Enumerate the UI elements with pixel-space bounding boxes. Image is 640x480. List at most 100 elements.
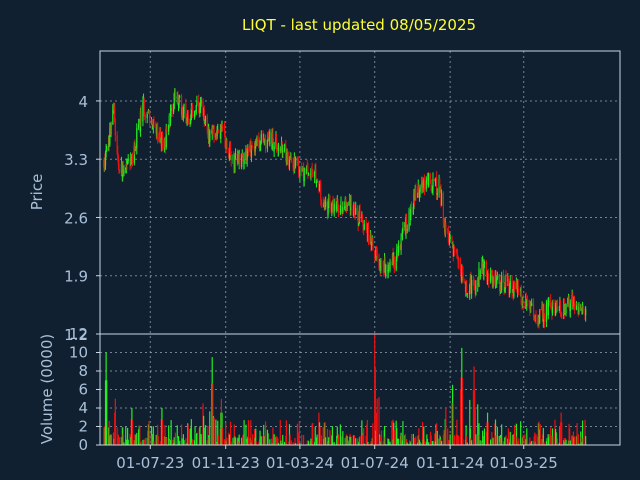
price-candle-body [474,283,476,287]
price-candle-body [453,246,455,257]
price-candle-body [199,103,202,109]
price-candle-body [577,309,579,313]
price-candle-body [535,316,537,321]
price-candle-body [348,202,350,205]
price-candle-body [509,281,511,289]
price-candle-body [346,204,348,207]
price-candle-body [574,299,576,310]
price-candle-body [190,107,192,121]
price-candle-body [545,304,548,322]
price-candle-body [556,304,558,306]
price-candle-body [331,202,333,212]
price-candle-body [444,224,446,233]
volume-tick-label: 8 [78,362,88,380]
price-candle-body [538,316,540,323]
price-candle-body [471,280,473,294]
price-candle-body [219,129,221,139]
price-candle-body [191,107,193,109]
price-candle-body [136,128,138,148]
price-candle-body [271,133,273,149]
price-candle-body [581,305,584,309]
price-candle-body [558,309,560,311]
price-candle-body [307,165,309,176]
price-candle-body [123,169,125,174]
price-candle-body [307,174,310,176]
price-candle-body [223,126,226,134]
price-candle-body [474,286,476,294]
price-candle-body [434,178,436,181]
price-candle-body [316,181,318,183]
price-candle-body [315,182,318,184]
x-tick-label: 01-11-23 [192,454,260,472]
price-candle-body [498,276,500,278]
price-candle-body [328,198,330,203]
price-candle-body [410,206,413,214]
price-candle-body [139,122,141,131]
price-candle-body [256,138,258,146]
price-candle-body [406,229,408,231]
price-candle-body [425,180,427,190]
price-candle-body [386,264,389,273]
price-candle-body [146,112,148,118]
price-candle-body [228,156,230,158]
price-candle-body [337,208,340,213]
price-candle-body [478,268,481,279]
price-candle-body [478,268,480,287]
price-candle-body [554,302,556,315]
price-candle-body [384,258,386,275]
price-candle-body [537,316,540,326]
price-candle-body [323,199,326,206]
price-candle-body [520,288,522,292]
price-candle-body [371,244,373,246]
price-candle-body [247,148,249,151]
price-candle-body [258,142,261,147]
price-candle-body [168,115,170,125]
price-candle-body [470,278,472,294]
price-candle-body [375,247,378,250]
price-candle-body [277,148,279,151]
price-candle-body [405,219,407,234]
price-candle-body [293,157,295,172]
price-candle-body [186,118,188,121]
price-candle-body [503,282,505,291]
price-candle-body [119,171,121,173]
price-candle-body [466,286,468,294]
price-candle-body [486,275,488,281]
price-candle-body [442,192,444,222]
price-candle-body [336,201,338,206]
x-tick-label: 01-07-24 [341,454,409,472]
price-candle-body [236,153,238,162]
price-candle-body [409,211,411,220]
price-candle-body [326,201,329,215]
price-candle-body [339,210,341,213]
price-candle-body [512,291,514,293]
price-candle-body [505,275,507,282]
price-candle-body [353,204,356,213]
price-candle-body [419,187,421,192]
price-candle-body [292,160,294,169]
price-candle-body [165,145,167,148]
price-candle-body [331,200,334,203]
price-candle-body [277,148,280,151]
price-candle-body [421,182,423,188]
price-candle-body [217,129,219,131]
price-candle-body [125,163,127,168]
price-candle-body [367,226,369,241]
price-candle-body [531,303,533,306]
price-candle-body [408,211,410,230]
price-candle-body [290,157,292,161]
price-candle-body [301,167,303,172]
price-candle-body [306,165,308,171]
price-candle-body [458,262,460,264]
price-candle-body [191,108,194,116]
price-candle-body [120,163,123,173]
price-candle-body [194,111,196,116]
price-candle-body [361,214,363,218]
price-candle-body [272,141,275,151]
price-candle-body [325,201,327,208]
price-candle-body [341,201,343,212]
price-candle-body [481,263,483,271]
price-candle-body [315,169,317,184]
price-candle-body [333,210,335,212]
price-candle-body [575,303,578,310]
